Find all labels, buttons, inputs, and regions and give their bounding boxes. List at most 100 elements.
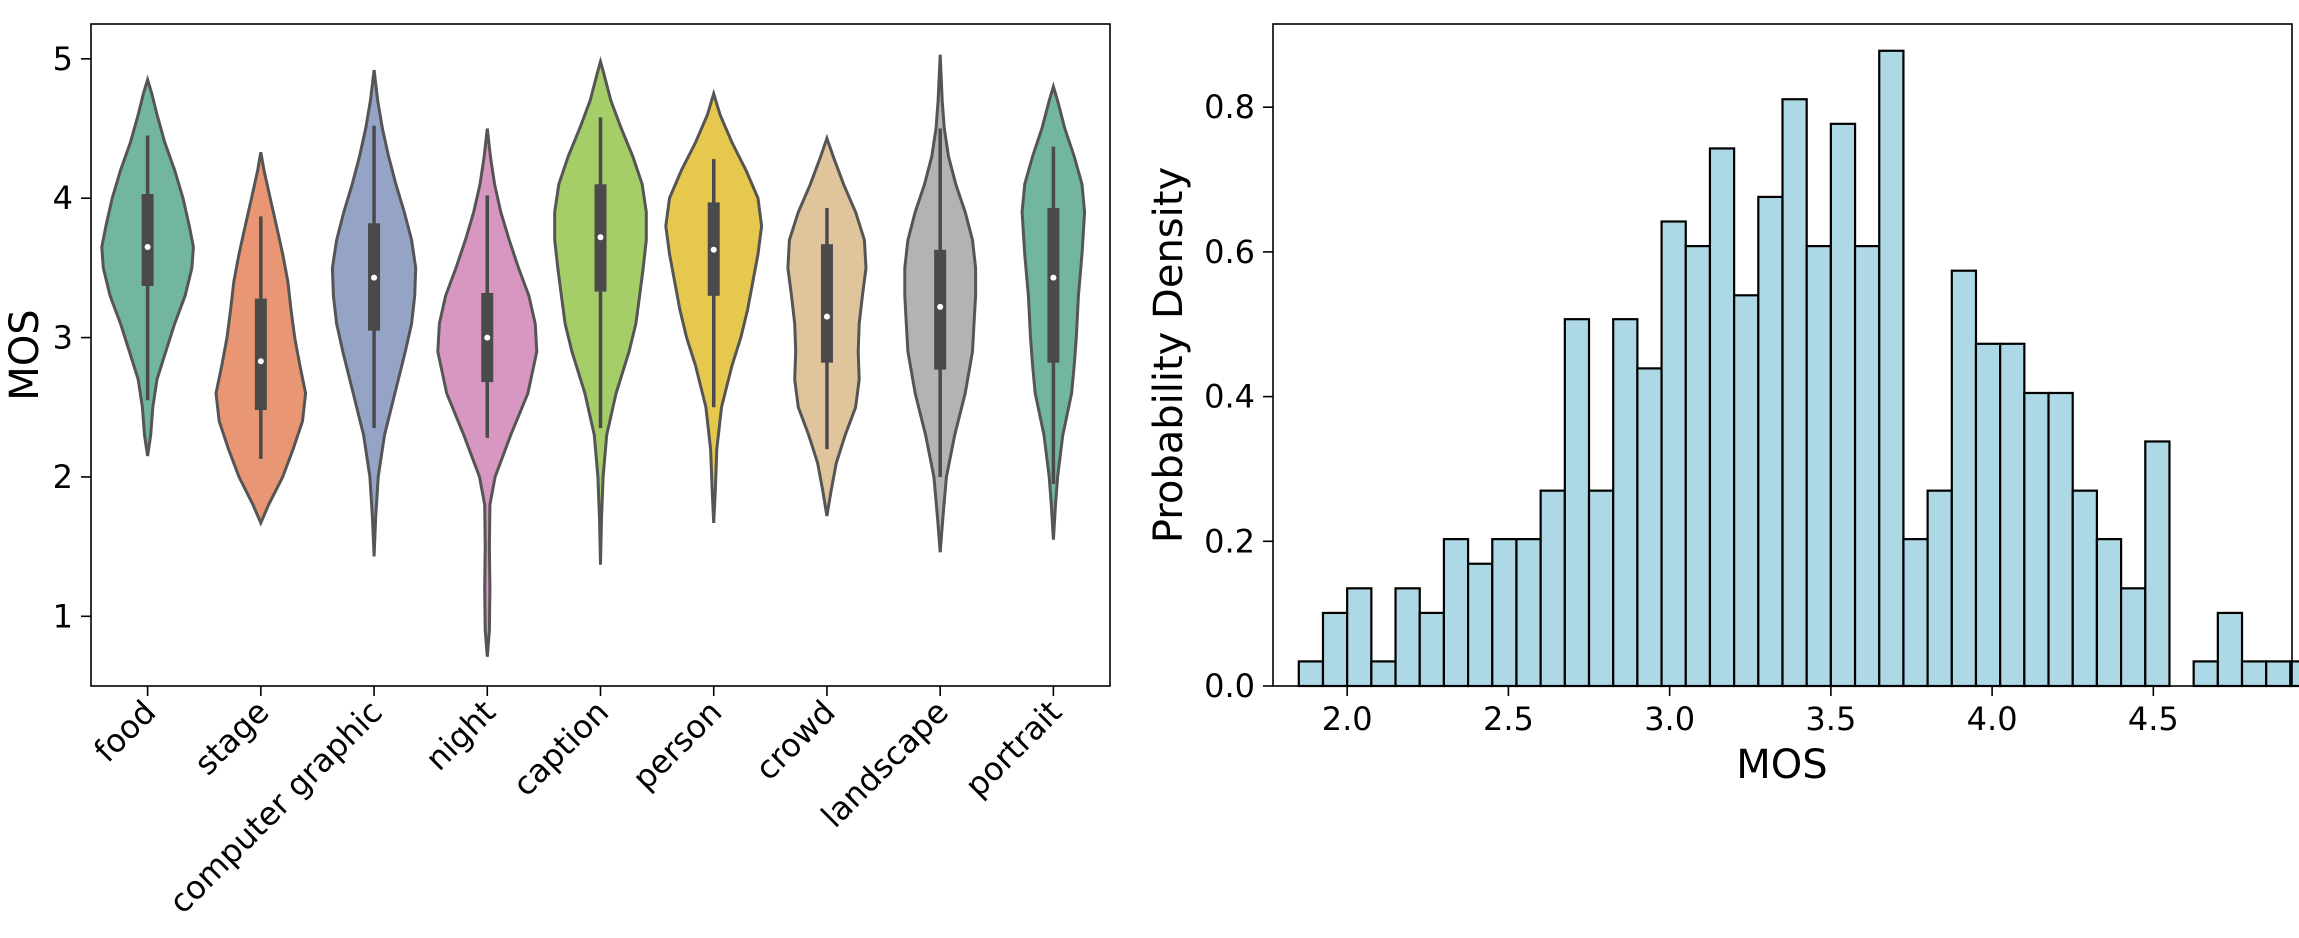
histogram-y-axis-label: Probability Density bbox=[1146, 167, 1192, 543]
violin-median bbox=[937, 303, 944, 310]
histogram-x-axis: 2.0 2.5 3.0 3.5 4.0 4.5 bbox=[1322, 686, 2179, 738]
histogram-bar bbox=[1660, 220, 1687, 688]
histogram-bar bbox=[2289, 660, 2299, 688]
histogram-bar bbox=[2095, 538, 2123, 688]
histogram-bar bbox=[1853, 245, 1881, 688]
violin-median bbox=[823, 313, 830, 320]
violin-y-tick-label: 2 bbox=[53, 458, 73, 496]
histogram-bar bbox=[2144, 440, 2171, 688]
histogram-bar bbox=[1781, 98, 1808, 688]
histogram-bar bbox=[2023, 391, 2050, 688]
violin-night bbox=[436, 128, 539, 657]
histogram-plot-frame bbox=[1272, 23, 2293, 687]
histogram-x-tick-label: 3.0 bbox=[1644, 700, 1695, 738]
histogram-bar bbox=[1708, 147, 1736, 688]
histogram-bar bbox=[1829, 122, 1857, 688]
histogram-bar bbox=[1539, 489, 1566, 688]
histogram-bar bbox=[1757, 195, 1784, 688]
histogram-y-tick-label: 0.2 bbox=[1204, 522, 1255, 560]
histogram-bar bbox=[1999, 342, 2026, 688]
histogram-bar bbox=[1297, 660, 1325, 688]
violin-caption bbox=[553, 55, 648, 565]
violin-plot-frame bbox=[90, 23, 1111, 687]
histogram-bar bbox=[1684, 245, 1712, 688]
histogram-x-axis-label: MOS bbox=[1736, 742, 1827, 788]
violin-iqr-box bbox=[1047, 207, 1060, 363]
histogram-bar bbox=[1394, 587, 1421, 688]
violin-iqr-box bbox=[254, 298, 267, 411]
violin-x-tick-label: stage bbox=[187, 693, 277, 783]
histogram-bar bbox=[1805, 245, 1832, 688]
histogram-bar bbox=[2265, 660, 2292, 688]
histogram-bar bbox=[2047, 391, 2074, 688]
histogram-bar bbox=[2216, 611, 2244, 688]
histogram-bar bbox=[1878, 49, 1905, 688]
violin-crowd bbox=[786, 133, 868, 517]
histogram-bar bbox=[2240, 660, 2268, 688]
histogram-y-tick-label: 0.6 bbox=[1204, 233, 1255, 271]
histogram-x-tick-label: 3.5 bbox=[1805, 700, 1856, 738]
violin-computer-graphic bbox=[330, 69, 418, 557]
violin-x-tick-label: portrait bbox=[957, 693, 1069, 805]
violin-median bbox=[597, 234, 604, 241]
violin-median bbox=[371, 274, 378, 281]
violin-x-tick-label: computer graphic bbox=[162, 693, 390, 921]
histogram-x-tick-label: 2.0 bbox=[1322, 700, 1373, 738]
violin-median bbox=[484, 334, 491, 341]
violin-person bbox=[664, 88, 764, 523]
histogram-bar bbox=[1515, 538, 1542, 688]
histogram-bar bbox=[1466, 562, 1494, 688]
histogram-bar bbox=[1587, 489, 1615, 688]
violin-portrait bbox=[1020, 81, 1087, 540]
violin-x-tick-label: night bbox=[418, 693, 503, 778]
histogram-y-tick-label: 0.4 bbox=[1204, 378, 1255, 416]
histogram-bar bbox=[2119, 587, 2147, 688]
violin-x-tick-label: crowd bbox=[748, 693, 843, 788]
histogram-x-tick-label: 4.5 bbox=[2128, 700, 2179, 738]
violin-iqr-box bbox=[141, 194, 154, 287]
violin-y-axis-label: MOS bbox=[2, 309, 48, 400]
violin-x-tick-label: food bbox=[86, 693, 163, 770]
histogram-bar bbox=[1370, 660, 1397, 688]
histogram-bar bbox=[1442, 538, 1470, 688]
histogram-bar bbox=[1563, 318, 1591, 688]
histogram-bar bbox=[1346, 587, 1373, 688]
histogram-bar bbox=[1321, 611, 1349, 688]
histogram-plot: 0.0 0.2 0.4 0.6 0.8 2.0 2.5 3.0 3.5 4.0 4.5 Proba… bbox=[1146, 23, 2299, 788]
violins bbox=[100, 54, 1087, 657]
violin-median bbox=[144, 243, 151, 250]
histogram-bar bbox=[1418, 611, 1446, 688]
violin-iqr-box bbox=[820, 244, 833, 363]
histogram-bar bbox=[2071, 489, 2099, 688]
histogram-bar bbox=[1926, 489, 1953, 688]
violin-median bbox=[257, 358, 264, 365]
violin-landscape bbox=[903, 54, 978, 553]
histogram-bar bbox=[1902, 538, 1929, 688]
violin-y-tick-label: 4 bbox=[53, 179, 73, 217]
violin-x-tick-label: caption bbox=[505, 693, 616, 804]
violin-y-tick-label: 5 bbox=[53, 40, 73, 78]
histogram-bar bbox=[1950, 269, 1978, 688]
violin-median bbox=[1050, 274, 1057, 281]
histogram-x-tick-label: 2.5 bbox=[1483, 700, 1534, 738]
histogram-bar bbox=[2192, 660, 2219, 688]
histogram-bars bbox=[1297, 49, 2299, 688]
histogram-bar bbox=[1612, 318, 1639, 688]
violin-x-tick-label: person bbox=[625, 693, 729, 797]
histogram-bar bbox=[1733, 294, 1760, 688]
violin-y-tick-label: 1 bbox=[53, 597, 73, 635]
histogram-x-tick-label: 4.0 bbox=[1967, 700, 2018, 738]
histogram-bar bbox=[1491, 538, 1518, 688]
histogram-y-tick-label: 0.8 bbox=[1204, 88, 1255, 126]
histogram-y-tick-label: 0.0 bbox=[1204, 667, 1255, 705]
histogram-bar bbox=[1974, 342, 2002, 688]
violin-y-axis: 1 2 3 4 5 bbox=[53, 40, 91, 635]
violin-median bbox=[710, 246, 717, 253]
violin-y-tick-label: 3 bbox=[53, 319, 73, 357]
histogram-bar bbox=[1636, 367, 1663, 688]
violin-stage bbox=[214, 151, 308, 527]
histogram-y-axis: 0.0 0.2 0.4 0.6 0.8 bbox=[1204, 88, 1273, 705]
